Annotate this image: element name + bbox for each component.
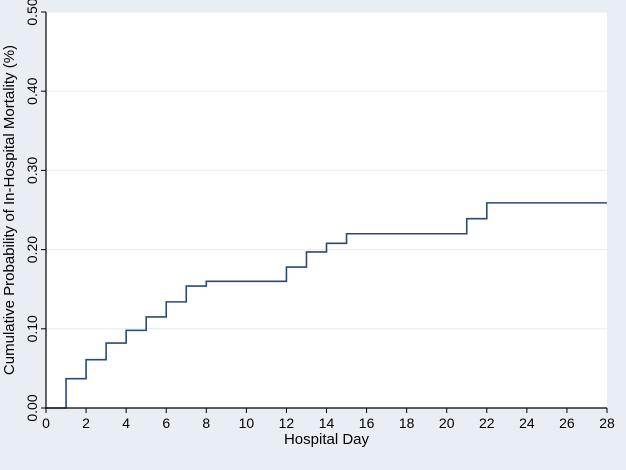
x-tick-label: 26 [559,415,575,431]
cumulative-mortality-step-line [46,202,607,409]
x-tick-label: 16 [359,415,375,431]
y-tick-label: 0.00 [24,394,40,421]
x-tick-label: 0 [42,415,50,431]
y-tick-label: 0.30 [24,157,40,184]
x-tick-label: 14 [319,415,335,431]
x-tick-label: 6 [162,415,170,431]
y-tick-label: 0.10 [24,315,40,342]
x-tick-label: 10 [239,415,255,431]
x-tick-label: 4 [122,415,130,431]
x-axis-title: Hospital Day [284,431,370,448]
x-tick-label: 2 [82,415,90,431]
x-tick-label: 8 [202,415,210,431]
y-tick-label: 0.40 [24,77,40,104]
grid-lines [46,11,607,330]
x-tick-label: 22 [479,415,495,431]
x-tick-label: 20 [439,415,455,431]
x-tick-label: 28 [599,415,615,431]
y-tick-label: 0.20 [24,236,40,263]
x-tick-label: 24 [519,415,535,431]
y-tick-label: 0.50 [24,0,40,26]
x-tick-label: 18 [399,415,415,431]
x-tick-label: 12 [279,415,295,431]
ticks: 0 2 4 6 8 10 12 14 16 18 20 22 24 26 280.000.100.200.3… [24,0,615,431]
y-axis-title: Cumulative Probability of In-Hospital Mo… [1,45,18,375]
plot-area [46,12,607,408]
series-layer [46,202,607,409]
